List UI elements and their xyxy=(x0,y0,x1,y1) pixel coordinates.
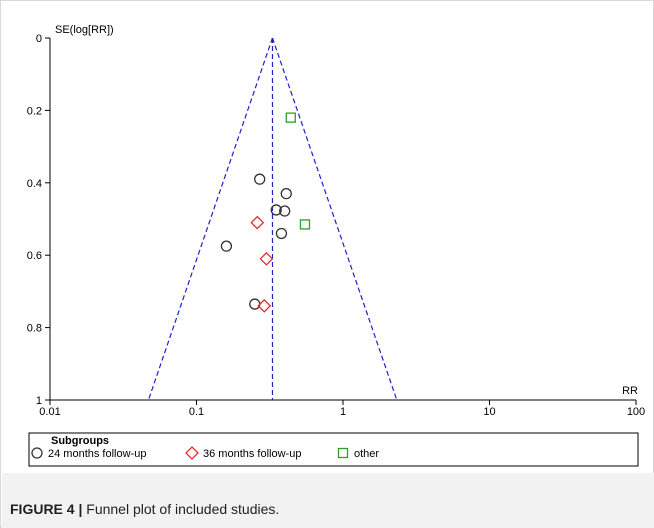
square-point xyxy=(285,112,296,123)
legend-label: 24 months follow-up xyxy=(48,448,146,460)
funnel-left-line xyxy=(147,37,274,401)
y-tick-label: 0.4 xyxy=(27,178,42,190)
circle-point xyxy=(220,240,233,252)
y-tick-label: 0.6 xyxy=(27,250,42,262)
legend-box xyxy=(28,432,639,467)
legend-label: other xyxy=(354,448,379,460)
square-point xyxy=(299,219,311,230)
x-tick-label: 1 xyxy=(340,406,346,418)
diamond-point xyxy=(250,215,265,230)
circle-point xyxy=(280,188,292,200)
x-tick-label: 0.01 xyxy=(39,406,60,418)
funnel-lines xyxy=(147,37,398,401)
x-tick-label: 100 xyxy=(627,406,645,418)
circle-point xyxy=(279,205,291,217)
y-tick-label: 0.8 xyxy=(27,323,42,335)
figure-caption: FIGURE 4 | Funnel plot of included studi… xyxy=(10,501,279,517)
legend-title: Subgroups xyxy=(51,435,109,447)
x-tick-label: 0.1 xyxy=(189,406,204,418)
caption-band xyxy=(2,473,654,528)
legend-circle-icon xyxy=(31,447,43,459)
circle-point xyxy=(270,204,282,216)
legend-diamond-icon xyxy=(185,446,199,460)
data-points xyxy=(220,112,311,313)
caption-label: FIGURE 4 | xyxy=(10,501,83,517)
funnel-plot: 00.20.40.60.810.01 0.1 1 10 100SE(log[RR])RR… xyxy=(27,24,645,467)
diamond-point xyxy=(259,251,274,266)
y-tick-label: 0 xyxy=(36,33,42,45)
x-axis-title: RR xyxy=(622,385,638,397)
y-axis-title: SE(log[RR]) xyxy=(55,24,114,36)
circle-point xyxy=(254,173,266,185)
funnel-right-line xyxy=(271,37,398,401)
y-tick-label: 0.2 xyxy=(27,105,42,117)
circle-point xyxy=(249,298,261,310)
diamond-point xyxy=(257,298,272,313)
caption-text: Funnel plot of included studies. xyxy=(82,501,280,517)
legend-square-icon xyxy=(337,447,349,459)
y-tick-label: 1 xyxy=(36,395,42,407)
x-tick-label: 10 xyxy=(483,406,495,418)
legend-label: 36 months follow-up xyxy=(203,448,301,460)
circle-point xyxy=(275,227,288,240)
